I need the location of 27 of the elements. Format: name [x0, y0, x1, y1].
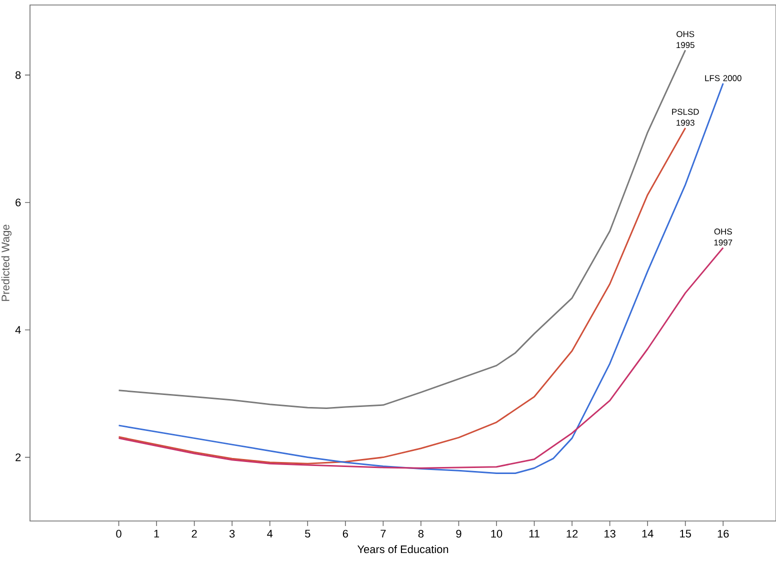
- x-axis-title: Years of Education: [357, 545, 448, 554]
- series-label: PSLSD 1993: [672, 108, 699, 126]
- x-tick-label: 13: [604, 530, 616, 538]
- x-tick-label: 5: [305, 530, 310, 538]
- y-tick-label: 4: [15, 326, 21, 334]
- x-tick-label: 15: [680, 530, 691, 538]
- x-tick-label: 9: [456, 530, 462, 538]
- x-tick-label: 2: [192, 530, 197, 538]
- series-label: OHS 1997: [714, 228, 732, 246]
- x-tick-label: 16: [718, 530, 729, 538]
- x-tick-label: 4: [267, 530, 273, 538]
- series-label: OHS 1995: [676, 31, 694, 48]
- x-tick-label: 14: [642, 530, 654, 538]
- x-tick-label: 8: [418, 530, 424, 538]
- x-tick-label: 0: [116, 530, 122, 538]
- x-tick-label: 11: [529, 530, 540, 538]
- y-tick-label: 8: [16, 71, 21, 79]
- x-tick-label: 12: [566, 530, 578, 538]
- y-axis-title: Predicted Wage: [1, 224, 12, 301]
- x-tick-label: 3: [229, 530, 235, 538]
- x-tick-label: 6: [342, 530, 348, 538]
- x-tick-label: 10: [491, 530, 502, 538]
- y-tick-label: 2: [16, 453, 21, 462]
- series-label: LFS 2000: [705, 75, 742, 82]
- x-tick-label: 7: [380, 530, 386, 538]
- x-tick-label: 1: [154, 530, 160, 538]
- y-tick-label: 6: [16, 198, 21, 206]
